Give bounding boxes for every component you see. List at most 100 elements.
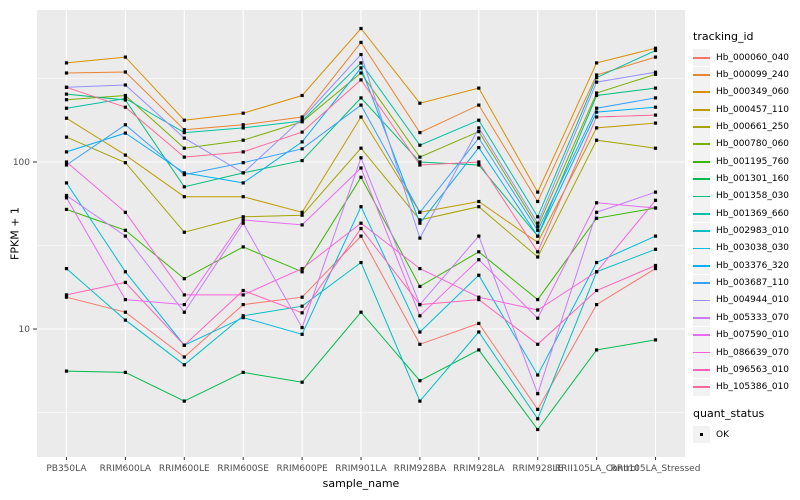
data-point	[241, 303, 245, 307]
data-point	[182, 195, 186, 199]
data-point	[653, 48, 658, 53]
data-point	[477, 298, 481, 302]
legend-key-line-icon	[693, 66, 710, 84]
x-tick-label: RRIM901LA	[335, 464, 387, 474]
legend-item-Hb_105386_010: Hb_105386_010	[693, 378, 799, 396]
data-point	[418, 236, 422, 240]
data-point	[477, 273, 481, 277]
data-point	[477, 86, 481, 90]
legend-key-line-icon	[693, 101, 710, 119]
legend-key-line-icon	[693, 239, 710, 257]
legend-item-label: Hb_000457_110	[716, 104, 790, 115]
data-point	[64, 267, 69, 271]
data-point	[64, 85, 69, 89]
legend-item-Hb_004944_010: Hb_004944_010	[693, 291, 799, 309]
data-point	[64, 196, 69, 200]
data-point	[595, 76, 599, 80]
data-point	[536, 392, 540, 396]
data-point	[653, 46, 658, 50]
legend-item-quant-OK: OK	[693, 426, 799, 444]
data-point	[182, 303, 186, 307]
data-point	[595, 270, 599, 274]
data-point	[300, 223, 304, 227]
legend-item-Hb_002983_010: Hb_002983_010	[693, 222, 799, 240]
data-point	[477, 348, 481, 352]
data-point	[653, 113, 658, 117]
data-point	[182, 310, 186, 314]
data-point	[300, 130, 304, 134]
data-point	[418, 143, 422, 147]
data-point	[182, 230, 186, 234]
data-point	[300, 270, 304, 274]
data-point	[241, 195, 245, 199]
data-point	[536, 234, 540, 238]
data-point	[418, 210, 422, 214]
data-point	[241, 316, 245, 320]
legend-item-label: Hb_000099_240	[716, 70, 790, 81]
legend-item-Hb_003038_030: Hb_003038_030	[693, 239, 799, 257]
data-point	[595, 110, 599, 114]
data-point	[64, 116, 69, 120]
legend-item-Hb_000099_240: Hb_000099_240	[693, 66, 799, 84]
data-point	[123, 298, 127, 302]
data-point	[536, 199, 540, 204]
legend-item-label: OK	[716, 429, 729, 440]
data-point	[477, 103, 481, 107]
data-point	[653, 198, 658, 202]
data-point	[182, 146, 186, 150]
legend-item-label: Hb_005333_070	[716, 312, 790, 323]
data-point	[653, 105, 658, 109]
data-point	[123, 310, 127, 314]
data-point	[300, 119, 304, 123]
data-point	[653, 206, 658, 210]
data-point	[653, 146, 658, 150]
data-point	[182, 131, 186, 135]
data-point	[64, 71, 69, 75]
legend-item-label: Hb_105386_010	[716, 382, 790, 393]
data-point	[359, 40, 363, 44]
data-point	[536, 342, 540, 346]
data-point	[536, 427, 540, 432]
legend-item-Hb_001358_030: Hb_001358_030	[693, 187, 799, 205]
data-point	[241, 138, 245, 142]
legend-key-line-icon	[693, 309, 710, 327]
data-point	[653, 263, 658, 268]
legend-key-line-icon	[693, 170, 710, 188]
data-point	[241, 288, 245, 293]
data-point	[241, 171, 245, 175]
data-point	[653, 72, 658, 76]
data-point	[123, 55, 127, 59]
data-point	[536, 308, 540, 312]
legend-key-line-icon	[693, 361, 710, 379]
data-point	[359, 166, 363, 170]
legend-item-label: Hb_004944_010	[716, 295, 790, 306]
legend-item-label: Hb_003687_110	[716, 278, 790, 289]
x-tick-label: RRII105LA_Stressed	[611, 464, 701, 474]
data-point	[182, 343, 186, 347]
legend-key-line-icon	[693, 205, 710, 223]
legend-key-line-icon	[693, 326, 710, 344]
data-point	[536, 190, 540, 194]
legend-item-Hb_007590_010: Hb_007590_010	[693, 326, 799, 344]
legend-item-label: Hb_000060_040	[716, 52, 790, 63]
data-point	[653, 86, 658, 90]
legend-key-square-icon	[693, 426, 710, 444]
legend-item-Hb_005333_070: Hb_005333_070	[693, 309, 799, 327]
legend-title-quant-status: quant_status	[693, 406, 765, 420]
data-point	[182, 171, 186, 175]
data-point	[595, 115, 599, 119]
data-point	[182, 155, 186, 159]
data-point	[595, 73, 599, 77]
data-point	[64, 135, 69, 139]
legend-item-Hb_096563_010: Hb_096563_010	[693, 361, 799, 379]
data-point	[653, 55, 658, 59]
x-tick-label: RRIM600PE	[276, 464, 328, 474]
legend-key-line-icon	[693, 291, 710, 309]
x-tick-label: RRIM600SE	[217, 464, 269, 474]
data-point	[359, 26, 363, 31]
legend-item-label: Hb_096563_010	[716, 364, 790, 375]
legend-item-label: Hb_001195_760	[716, 156, 790, 167]
data-point	[300, 304, 304, 308]
data-point	[477, 130, 481, 134]
